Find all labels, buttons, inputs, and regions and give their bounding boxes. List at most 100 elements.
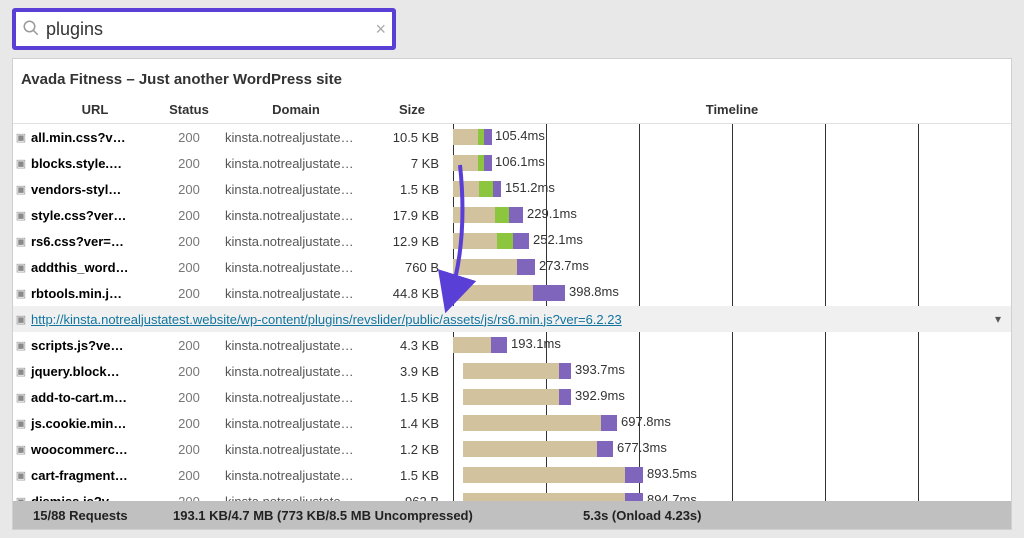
timing-bar [463, 441, 613, 457]
summary-bar: 15/88 Requests 193.1 KB/4.7 MB (773 KB/8… [13, 501, 1011, 529]
timing-label: 398.8ms [569, 284, 619, 302]
timing-bar [453, 259, 535, 275]
request-status: 200 [157, 390, 221, 405]
request-domain: kinsta.notrealjustate… [221, 260, 371, 275]
request-row[interactable]: ▣vendors-styl…200kinsta.notrealjustate…1… [13, 176, 1011, 202]
request-status: 200 [157, 156, 221, 171]
request-row[interactable]: ▣scripts.js?ve…200kinsta.notrealjustate…… [13, 332, 1011, 358]
timing-bar [453, 233, 529, 249]
request-domain: kinsta.notrealjustate… [221, 364, 371, 379]
expand-icon[interactable]: ▣ [13, 417, 29, 430]
clear-icon[interactable]: × [375, 19, 386, 40]
timing-label: 392.9ms [575, 388, 625, 406]
request-url: vendors-styl… [29, 182, 157, 197]
timing-label: 697.8ms [621, 414, 671, 432]
header-size[interactable]: Size [371, 102, 453, 117]
summary-sizes: 193.1 KB/4.7 MB (773 KB/8.5 MB Uncompres… [173, 508, 583, 523]
expand-icon[interactable]: ▣ [13, 235, 29, 248]
timeline-cell: 229.1ms [453, 202, 1011, 228]
timeline-cell: 392.9ms [453, 384, 1011, 410]
request-size: 7 KB [371, 156, 453, 171]
request-url: rbtools.min.j… [29, 286, 157, 301]
expand-icon[interactable]: ▣ [13, 261, 29, 274]
expand-icon[interactable]: ▣ [13, 469, 29, 482]
request-size: 12.9 KB [371, 234, 453, 249]
timing-label: 893.5ms [647, 466, 697, 484]
request-url: all.min.css?v… [29, 130, 157, 145]
request-url: woocommerc… [29, 442, 157, 457]
header-domain[interactable]: Domain [221, 102, 371, 117]
request-size: 3.9 KB [371, 364, 453, 379]
timing-bar [463, 363, 571, 379]
request-size: 1.2 KB [371, 442, 453, 457]
request-domain: kinsta.notrealjustate… [221, 390, 371, 405]
timing-label: 105.4ms [495, 128, 545, 146]
request-url: addthis_word… [29, 260, 157, 275]
timeline-cell: 697.8ms [453, 410, 1011, 436]
expand-icon[interactable]: ▣ [13, 209, 29, 222]
selected-request-link[interactable]: http://kinsta.notrealjustatest.website/w… [29, 312, 622, 327]
expand-icon[interactable]: ▣ [13, 391, 29, 404]
expand-icon[interactable]: ▣ [13, 287, 29, 300]
timeline-cell: 677.3ms [453, 436, 1011, 462]
request-size: 1.5 KB [371, 182, 453, 197]
request-status: 200 [157, 338, 221, 353]
header-timeline[interactable]: Timeline [453, 102, 1011, 117]
header-url[interactable]: URL [29, 102, 157, 117]
selected-request-row[interactable]: ▣ http://kinsta.notrealjustatest.website… [13, 306, 1011, 332]
request-size: 44.8 KB [371, 286, 453, 301]
request-url: add-to-cart.m… [29, 390, 157, 405]
timing-bar [453, 207, 523, 223]
request-row[interactable]: ▣rbtools.min.j…200kinsta.notrealjustate…… [13, 280, 1011, 306]
request-size: 1.4 KB [371, 416, 453, 431]
expand-icon[interactable]: ▣ [13, 183, 29, 196]
expand-icon[interactable]: ▣ [13, 443, 29, 456]
expand-icon[interactable]: ▣ [13, 365, 29, 378]
timeline-cell: 893.5ms [453, 462, 1011, 488]
search-box[interactable]: × [12, 8, 396, 50]
timing-label: 151.2ms [505, 180, 555, 198]
request-row[interactable]: ▣addthis_word…200kinsta.notrealjustate…7… [13, 254, 1011, 280]
timing-label: 229.1ms [527, 206, 577, 224]
request-domain: kinsta.notrealjustate… [221, 442, 371, 457]
timing-label: 393.7ms [575, 362, 625, 380]
request-row[interactable]: ▣blocks.style.…200kinsta.notrealjustate…… [13, 150, 1011, 176]
request-row[interactable]: ▣style.css?ver…200kinsta.notrealjustate…… [13, 202, 1011, 228]
request-row[interactable]: ▣woocommerc…200kinsta.notrealjustate…1.2… [13, 436, 1011, 462]
request-row[interactable]: ▣js.cookie.min…200kinsta.notrealjustate…… [13, 410, 1011, 436]
header-status[interactable]: Status [157, 102, 221, 117]
expand-icon[interactable]: ▣ [13, 313, 29, 326]
expand-icon[interactable]: ▣ [13, 157, 29, 170]
timing-bar [453, 285, 565, 301]
request-status: 200 [157, 416, 221, 431]
request-status: 200 [157, 468, 221, 483]
timing-label: 106.1ms [495, 154, 545, 172]
request-row[interactable]: ▣jquery.block…200kinsta.notrealjustate…3… [13, 358, 1011, 384]
expand-icon[interactable]: ▣ [13, 339, 29, 352]
request-domain: kinsta.notrealjustate… [221, 208, 371, 223]
timeline-cell: 398.8ms [453, 280, 1011, 306]
request-domain: kinsta.notrealjustate… [221, 286, 371, 301]
request-row[interactable]: ▣all.min.css?v…200kinsta.notrealjustate…… [13, 124, 1011, 150]
expand-icon[interactable]: ▣ [13, 131, 29, 144]
timeline-cell: 193.1ms [453, 332, 1011, 358]
request-status: 200 [157, 286, 221, 301]
search-input[interactable] [46, 19, 375, 40]
timing-bar [453, 181, 501, 197]
column-headers: URL Status Domain Size Timeline [13, 96, 1011, 124]
search-icon [22, 19, 40, 40]
request-row[interactable]: ▣add-to-cart.m…200kinsta.notrealjustate…… [13, 384, 1011, 410]
app-window: × Avada Fitness – Just another WordPress… [0, 0, 1024, 538]
request-domain: kinsta.notrealjustate… [221, 338, 371, 353]
summary-timing: 5.3s (Onload 4.23s) [583, 508, 1011, 523]
request-status: 200 [157, 442, 221, 457]
request-row[interactable]: ▣rs6.css?ver=…200kinsta.notrealjustate…1… [13, 228, 1011, 254]
timing-label: 193.1ms [511, 336, 561, 354]
request-size: 760 B [371, 260, 453, 275]
timing-label: 677.3ms [617, 440, 667, 458]
chevron-down-icon[interactable]: ▾ [995, 312, 1001, 326]
network-panel: Avada Fitness – Just another WordPress s… [12, 58, 1012, 530]
request-size: 1.5 KB [371, 390, 453, 405]
request-row[interactable]: ▣cart-fragment…200kinsta.notrealjustate…… [13, 462, 1011, 488]
request-domain: kinsta.notrealjustate… [221, 130, 371, 145]
